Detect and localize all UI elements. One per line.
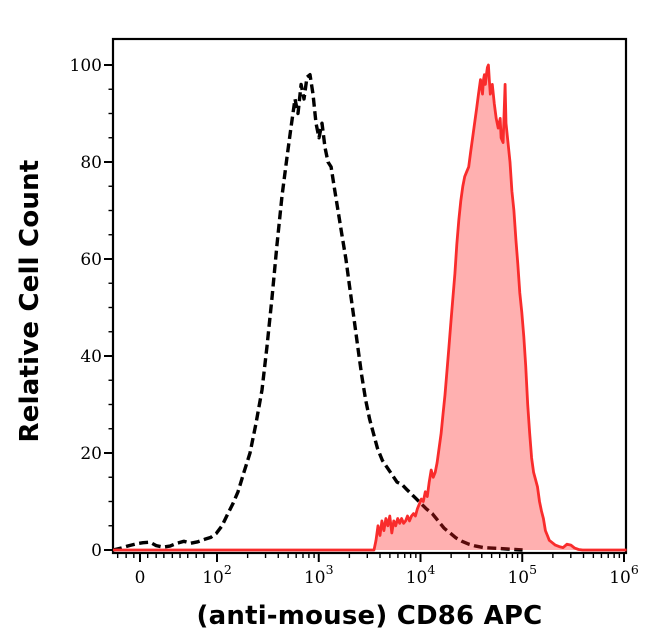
y-tick-label: 0 bbox=[91, 541, 102, 561]
y-tick-label: 40 bbox=[80, 347, 102, 367]
x-tick-label: 104 bbox=[406, 562, 436, 588]
x-tick-label: 105 bbox=[507, 562, 537, 588]
unstained-control-curve bbox=[112, 73, 523, 552]
y-tick-label: 20 bbox=[80, 444, 102, 464]
x-tick-label: 102 bbox=[202, 562, 232, 588]
stained-sample-curve bbox=[113, 63, 627, 552]
y-axis-title: Relative Cell Count bbox=[15, 159, 45, 443]
x-tick-label: 0 bbox=[135, 568, 146, 588]
plot-border bbox=[111, 37, 628, 555]
stained-sample-fill bbox=[113, 65, 627, 550]
x-tick-label: 103 bbox=[304, 562, 334, 588]
y-tick-label: 60 bbox=[80, 250, 102, 270]
y-tick-label: 100 bbox=[70, 56, 102, 76]
x-axis-title: (anti-mouse) CD86 APC bbox=[196, 601, 543, 631]
x-tick-label: 106 bbox=[609, 562, 639, 588]
y-tick-label: 80 bbox=[80, 153, 102, 173]
